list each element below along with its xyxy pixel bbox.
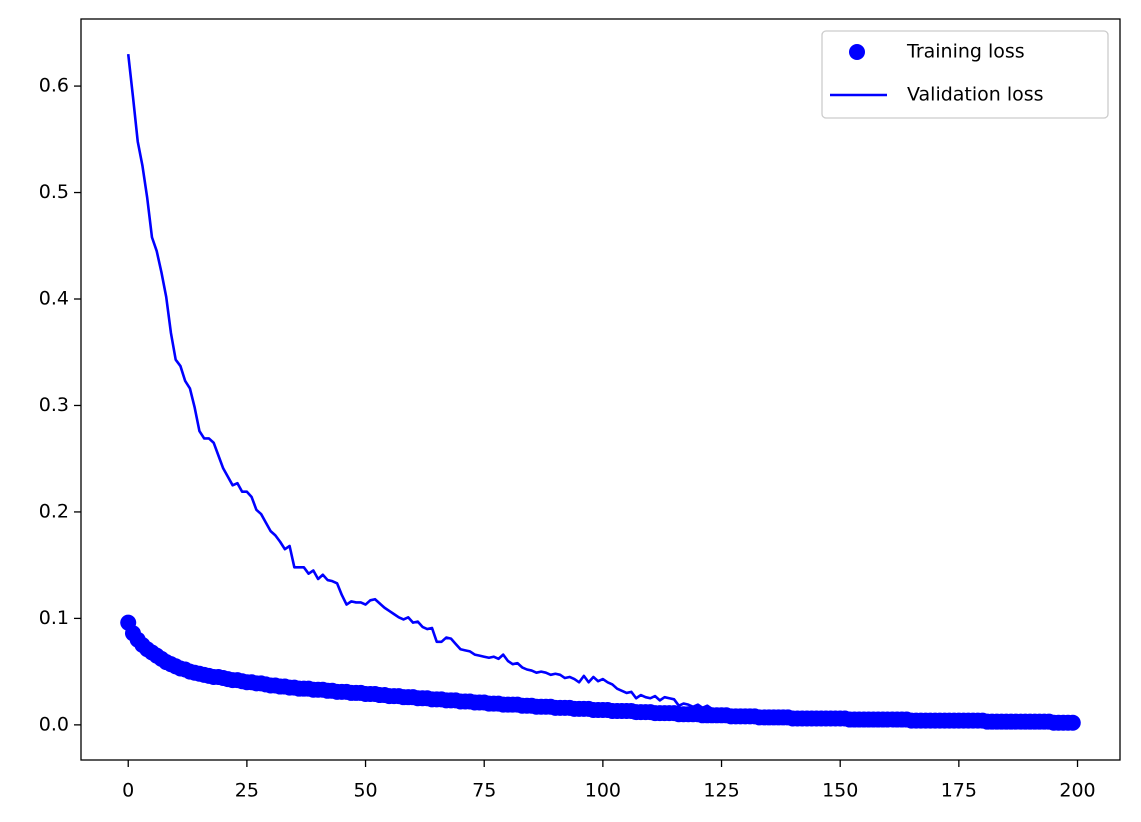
y-tick-label: 0.2 xyxy=(39,500,69,522)
legend-box xyxy=(821,30,1109,119)
y-tick-label: 0.6 xyxy=(39,75,69,97)
y-tick-label: 0.4 xyxy=(39,288,69,310)
legend-marker xyxy=(849,44,865,60)
x-tick-label: 25 xyxy=(235,780,259,802)
x-tick-label: 100 xyxy=(585,780,621,802)
x-tick-label: 0 xyxy=(122,780,134,802)
legend-label: Training loss xyxy=(906,41,1025,63)
validation-line xyxy=(126,53,1073,725)
x-tick-label: 125 xyxy=(703,780,739,802)
y-tick-label: 0.0 xyxy=(39,713,69,735)
plot-frame xyxy=(80,18,1121,761)
x-tick-label: 175 xyxy=(941,780,977,802)
training-point xyxy=(1064,714,1081,731)
legend-label: Validation loss xyxy=(907,84,1044,106)
x-tick-label: 150 xyxy=(822,780,858,802)
x-tick-label: 75 xyxy=(472,780,496,802)
y-tick-label: 0.1 xyxy=(39,607,69,629)
y-tick-label: 0.3 xyxy=(39,394,69,416)
x-tick-label: 200 xyxy=(1059,780,1095,802)
y-tick-label: 0.5 xyxy=(39,181,69,203)
x-tick-label: 50 xyxy=(353,780,377,802)
